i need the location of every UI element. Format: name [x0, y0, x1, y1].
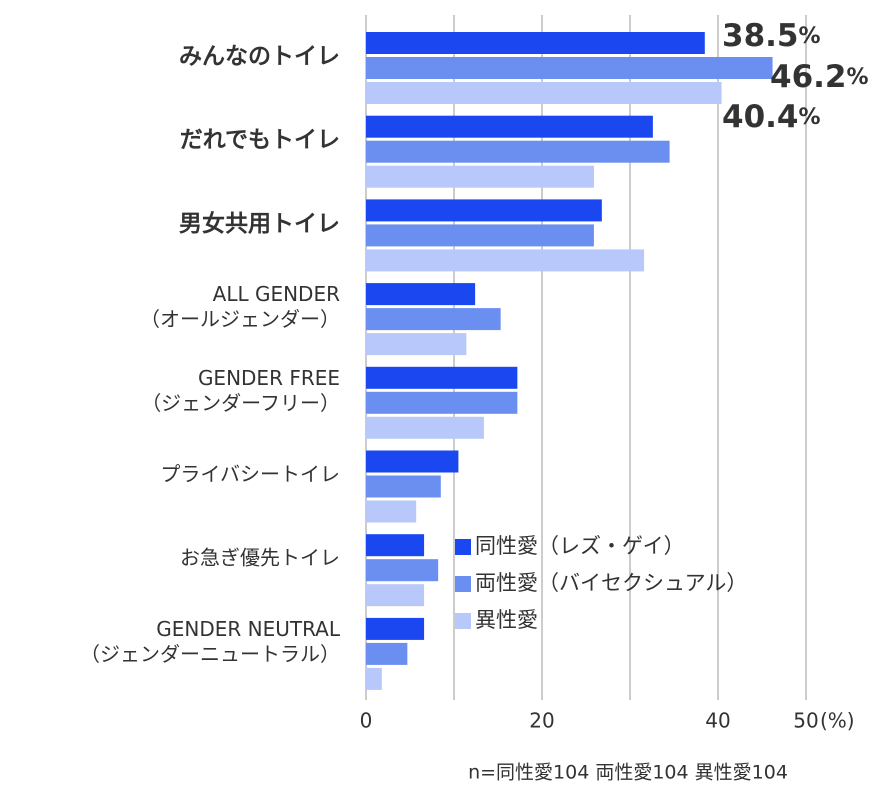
bar	[366, 584, 425, 607]
bar	[366, 391, 518, 414]
bar	[366, 617, 425, 640]
bar	[366, 165, 594, 188]
bar	[366, 534, 425, 557]
legend-swatch	[455, 613, 471, 629]
y-tick-label: GENDER NEUTRAL	[156, 617, 341, 641]
data-label-unit: %	[799, 105, 821, 130]
bar	[366, 199, 602, 222]
bar	[366, 249, 645, 272]
legend-label: 同性愛（レズ・ゲイ）	[475, 534, 685, 558]
data-label: 40.4%	[722, 99, 821, 135]
bar	[366, 57, 773, 79]
data-label-unit: %	[799, 24, 821, 49]
y-tick-label: ALL GENDER	[213, 282, 340, 306]
bar	[366, 559, 439, 582]
y-tick-label: （ジェンダーフリー）	[141, 391, 340, 415]
bar	[366, 333, 467, 356]
bar	[366, 366, 518, 389]
bar	[366, 115, 653, 138]
bar	[366, 32, 705, 54]
bar	[366, 416, 484, 439]
y-tick-label: GENDER FREE	[198, 366, 340, 390]
data-label-number: 38.5	[722, 18, 799, 54]
bar	[366, 140, 670, 163]
data-label-number: 46.2	[770, 59, 847, 95]
data-label: 38.5%	[722, 18, 821, 54]
bar	[366, 82, 722, 104]
x-tick-label: 0	[360, 709, 373, 733]
bar	[366, 308, 501, 331]
y-tick-label: （オールジェンダー）	[140, 307, 340, 331]
bar	[366, 667, 382, 690]
y-tick-label: （ジェンダーニュートラル）	[80, 642, 340, 666]
bar	[366, 475, 441, 498]
y-tick-label: だれでもトイレ	[180, 127, 340, 153]
x-tick-label: 50	[793, 709, 818, 733]
y-tick-label: お急ぎ優先トイレ	[180, 546, 340, 570]
legend-swatch	[455, 576, 471, 592]
x-tick-label: 40	[705, 709, 730, 733]
x-tick-label: 20	[529, 709, 554, 733]
y-tick-label: 男女共用トイレ	[179, 210, 340, 237]
data-label-number: 40.4	[722, 99, 799, 135]
bar	[366, 642, 408, 665]
legend-label: 両性愛（バイセクシュアル）	[475, 571, 747, 595]
data-label: 46.2%	[770, 59, 869, 95]
y-tick-label: プライバシートイレ	[160, 462, 340, 486]
data-label-unit: %	[847, 65, 869, 90]
bar	[366, 283, 476, 306]
bar	[366, 224, 594, 247]
bar	[366, 450, 459, 473]
y-tick-label: みんなのトイレ	[179, 44, 340, 70]
note: n=同性愛104 両性愛104 異性愛104	[468, 762, 788, 784]
bar	[366, 500, 417, 523]
x-axis-unit: (%)	[820, 709, 855, 733]
legend-label: 異性愛	[475, 608, 538, 632]
legend-swatch	[455, 539, 471, 555]
